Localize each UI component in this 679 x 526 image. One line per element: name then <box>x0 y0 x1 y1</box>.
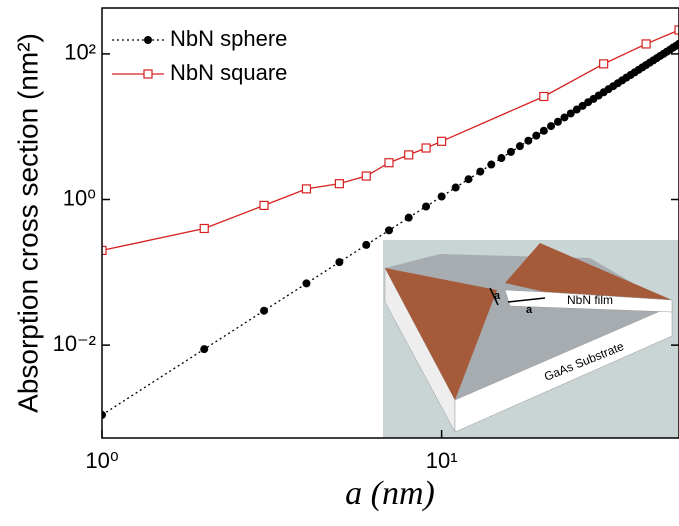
legend-label: NbN square <box>170 60 287 85</box>
data-point <box>102 245 107 255</box>
data-point <box>674 25 679 35</box>
series-line <box>102 29 679 252</box>
inset-image: a a NbN film GaAs Substrate <box>383 240 679 438</box>
data-point <box>362 240 371 249</box>
x-axis-label: a (nm) <box>345 475 435 512</box>
data-point <box>464 175 473 184</box>
data-point <box>422 202 431 211</box>
film-right <box>505 243 672 300</box>
data-point <box>539 126 548 135</box>
y-tick-label: 10⁰ <box>63 185 96 210</box>
legend-marker <box>143 69 153 79</box>
data-point <box>200 345 209 354</box>
y-tick-label: 10² <box>64 40 96 65</box>
film-label: NbN film <box>567 293 613 307</box>
data-point <box>385 226 394 235</box>
dimension-label: a <box>494 290 501 302</box>
data-point <box>437 192 446 201</box>
film-left <box>385 268 497 400</box>
data-point <box>404 150 414 160</box>
data-point <box>539 91 549 102</box>
data-point <box>259 200 269 211</box>
data-point <box>404 213 413 222</box>
data-point <box>572 105 581 114</box>
data-point <box>553 117 562 126</box>
substrate-front-face <box>454 305 673 433</box>
data-point <box>302 279 311 288</box>
data-point <box>641 39 651 49</box>
data-point <box>675 39 679 48</box>
x-tick-label: 10¹ <box>426 448 458 473</box>
data-point <box>599 59 609 69</box>
data-point <box>384 158 394 168</box>
dimension-arrow <box>489 287 499 306</box>
data-point <box>532 131 541 140</box>
data-point <box>524 136 533 145</box>
data-point <box>199 223 209 234</box>
data-point <box>334 179 344 189</box>
data-point <box>476 167 485 176</box>
data-point <box>361 171 371 181</box>
data-point <box>560 113 569 122</box>
data-point <box>497 154 506 163</box>
data-point <box>421 143 431 153</box>
y-axis-label: Absorption cross section (nm²) <box>12 33 43 413</box>
data-point <box>335 258 344 267</box>
data-point <box>102 410 106 419</box>
y-tick-label: 10⁻² <box>53 331 96 356</box>
data-point <box>487 160 496 169</box>
x-tick-label: 10⁰ <box>85 448 118 473</box>
data-point <box>301 184 312 194</box>
plot-frame <box>101 7 679 439</box>
legend-label: NbN sphere <box>170 26 287 51</box>
dimension-label: a <box>526 304 533 316</box>
data-point <box>515 142 524 151</box>
data-point <box>437 136 447 146</box>
series-layer <box>102 25 679 419</box>
data-point <box>566 109 575 118</box>
data-point <box>547 122 556 131</box>
film-strip <box>504 289 673 313</box>
data-point <box>506 147 515 156</box>
dimension-arrow <box>507 297 546 303</box>
data-point <box>451 183 460 192</box>
data-point <box>260 306 269 315</box>
legend-marker <box>144 36 152 44</box>
